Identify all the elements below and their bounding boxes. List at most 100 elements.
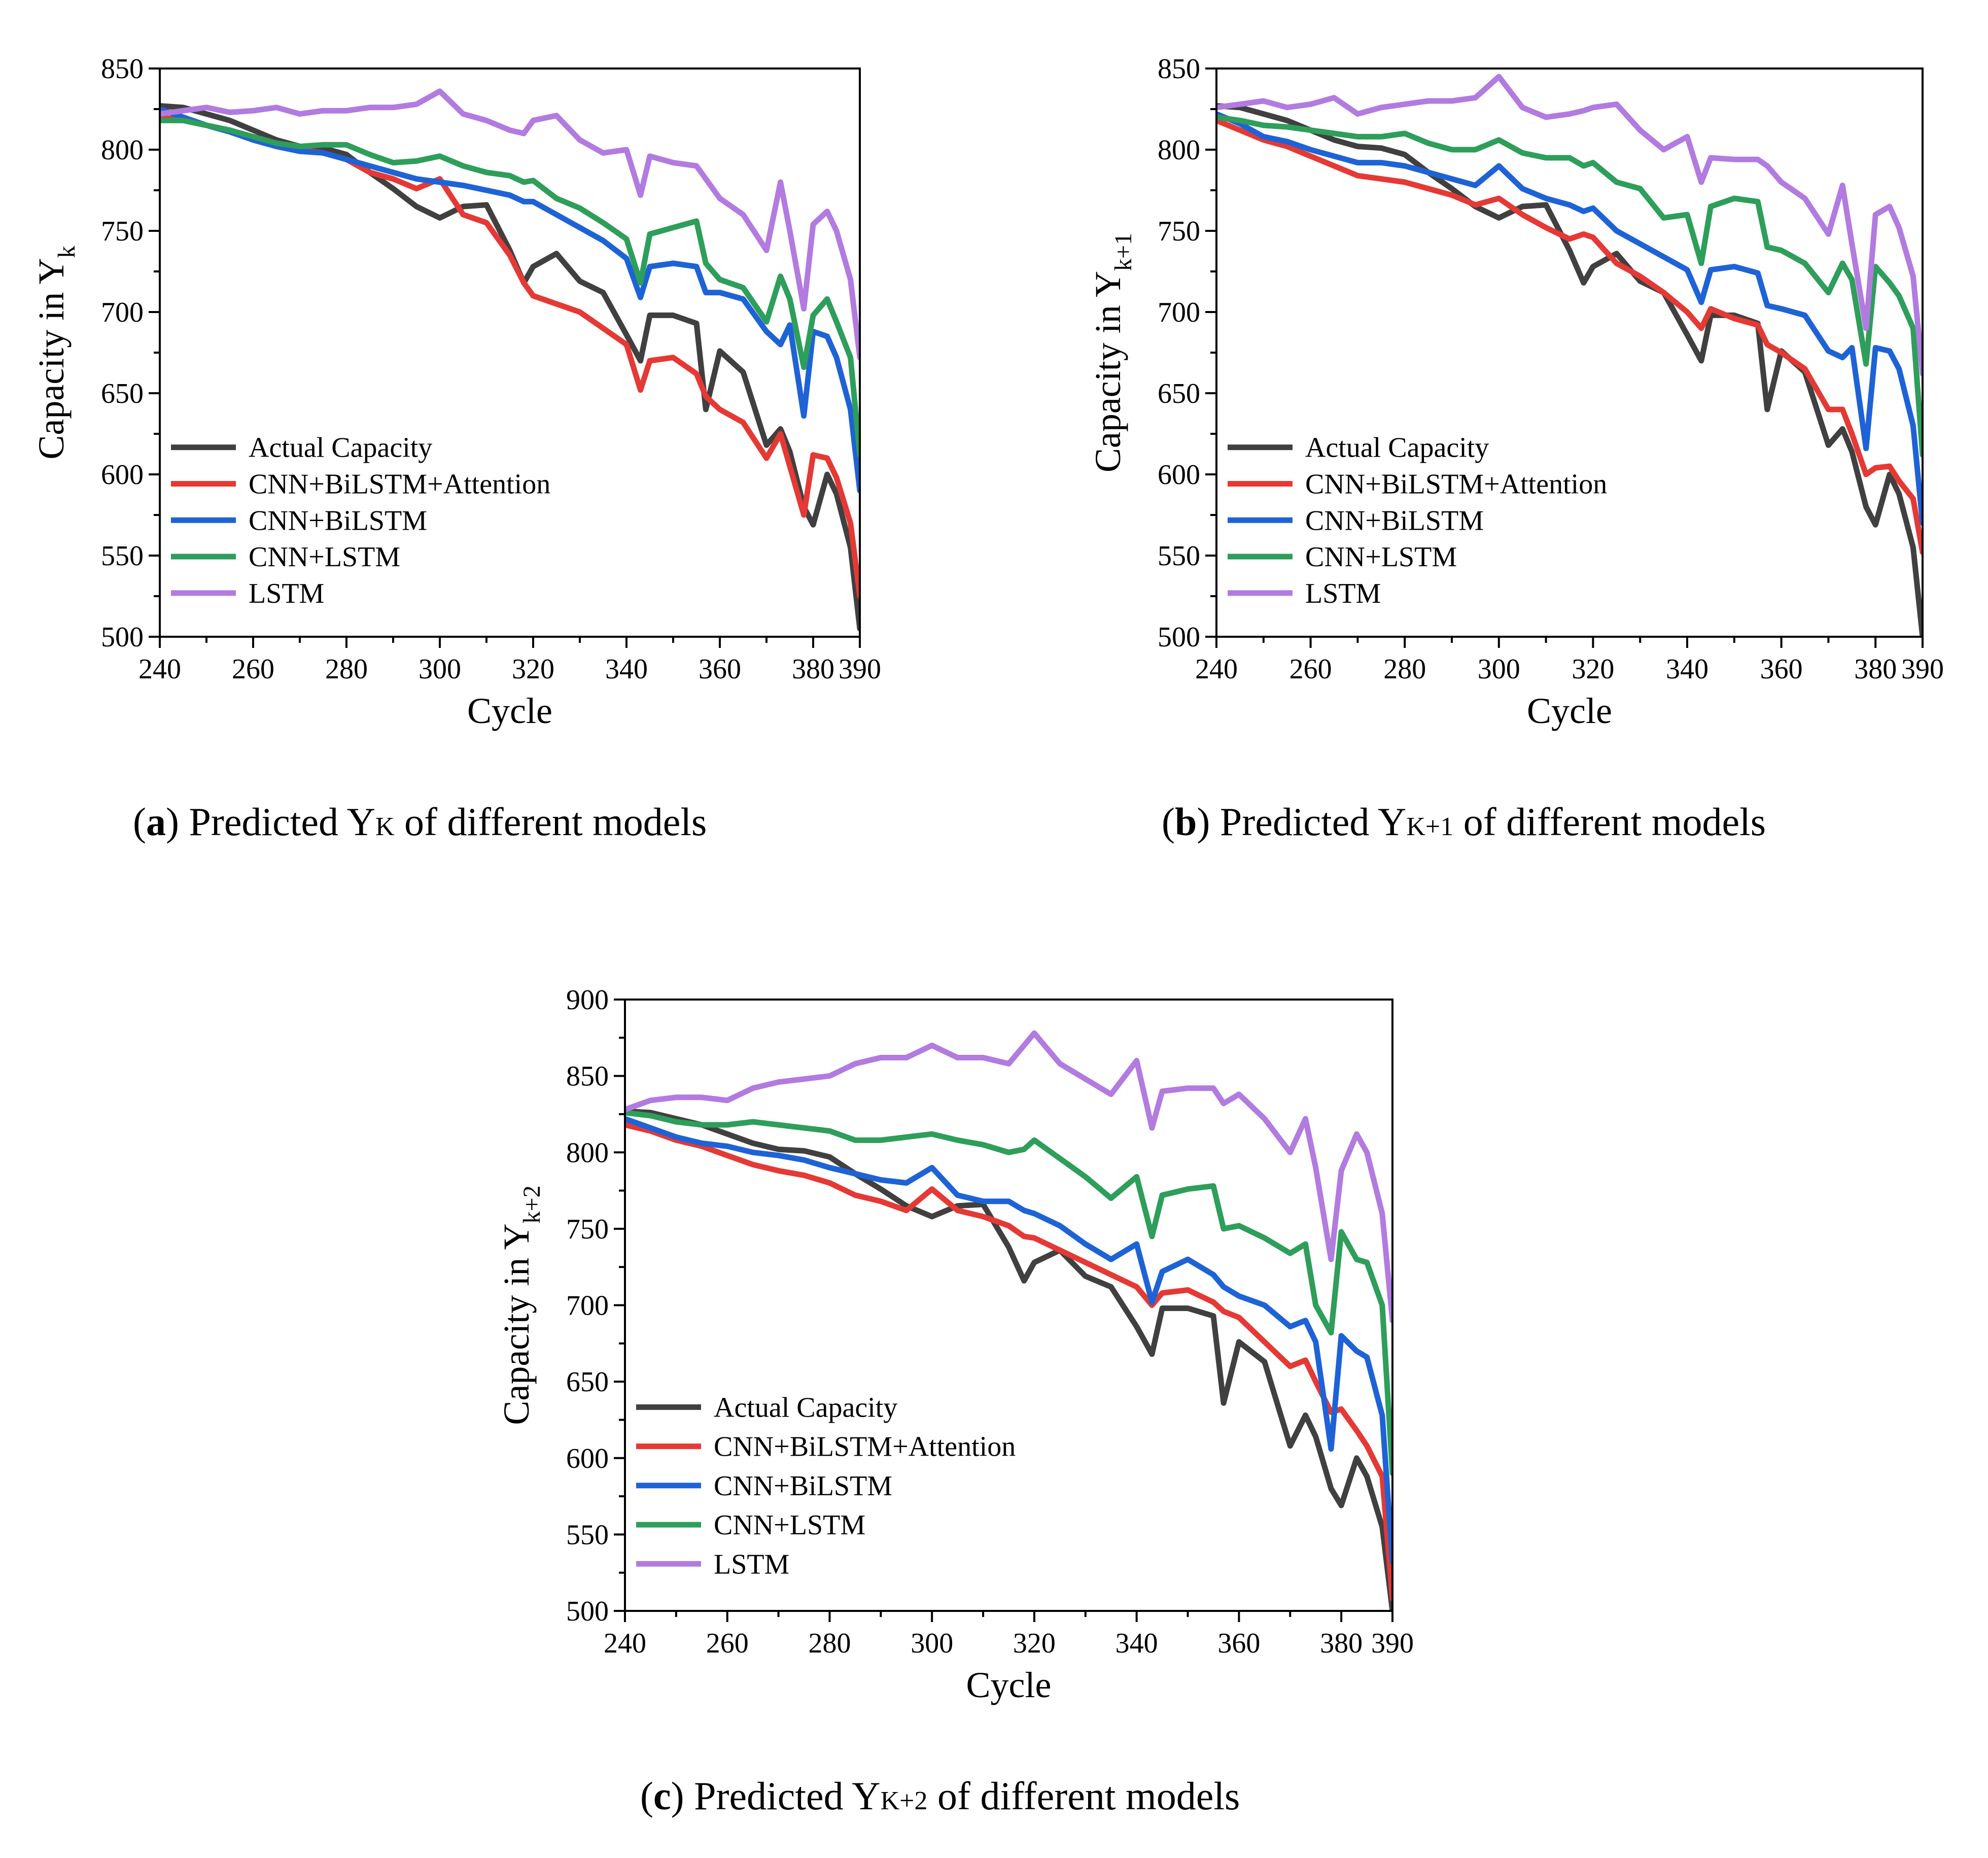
caption-subscript: K+2: [880, 1786, 928, 1815]
x-tick-label: 280: [808, 1628, 851, 1659]
y-tick-label: 600: [1158, 459, 1200, 491]
legend-item: CNN+BiLSTM+Attention: [171, 468, 550, 500]
y-tick-label: 800: [566, 1137, 609, 1168]
x-tick-label: 340: [605, 653, 648, 685]
y-tick-label: 550: [101, 540, 144, 572]
legend-label: LSTM: [1305, 578, 1381, 609]
y-tick-label: 550: [566, 1519, 609, 1551]
legend-item: CNN+BiLSTM: [171, 505, 427, 536]
plot-area: [160, 88, 860, 632]
series-line: [625, 1110, 1392, 1476]
series-line: [1216, 74, 1923, 377]
legend-item: LSTM: [636, 1549, 789, 1580]
y-tick-label: 900: [566, 984, 609, 1016]
y-axis-title: Capacity in Yk+2: [496, 1185, 545, 1425]
legend-label: CNN+BiLSTM: [249, 505, 427, 536]
series-line: [160, 88, 860, 361]
legend: Actual Capacity CNN+BiLSTM+Attention CNN+B…: [636, 1392, 1016, 1580]
caption-c: (c) Predicted YK+2 of different models: [640, 1774, 1240, 1818]
x-tick-label: 240: [604, 1628, 646, 1659]
x-tick-label: 380: [1854, 653, 1897, 685]
y-axis-title-subscript: k: [53, 246, 80, 258]
series-line: [160, 117, 860, 458]
x-tick-label: 300: [1478, 653, 1520, 685]
x-tick-label: 340: [1115, 1628, 1158, 1659]
y-tick-label: 600: [566, 1443, 609, 1474]
legend-label: CNN+LSTM: [714, 1509, 865, 1541]
y-tick-label: 650: [566, 1366, 609, 1398]
x-tick-label: 390: [1901, 653, 1944, 685]
legend-label: Actual Capacity: [249, 432, 432, 464]
series-line: [625, 1108, 1392, 1611]
legend-label: CNN+BiLSTM: [714, 1470, 892, 1502]
x-tick-label: 260: [232, 653, 274, 685]
x-axis-title: Cycle: [467, 691, 552, 731]
caption-a: (a) Predicted YK of different models: [133, 800, 707, 844]
legend-label: Actual Capacity: [1305, 432, 1489, 464]
x-tick-label: 320: [1572, 653, 1614, 685]
x-tick-label: 390: [839, 653, 881, 685]
y-tick-label: 500: [566, 1596, 609, 1627]
x-axis-title: Cycle: [966, 1665, 1052, 1705]
x-tick-label: 260: [1289, 653, 1332, 685]
legend-label: CNN+BiLSTM+Attention: [1305, 468, 1607, 500]
y-tick-label: 850: [566, 1061, 609, 1092]
legend-label: LSTM: [714, 1549, 789, 1580]
x-tick-label: 240: [138, 653, 181, 685]
y-axis-title-subscript: k+1: [1110, 233, 1137, 271]
legend-item: CNN+BiLSTM+Attention: [1228, 468, 1607, 500]
caption-b: (b) Predicted YK+1 of different models: [1162, 800, 1766, 844]
y-tick-label: 550: [1158, 540, 1200, 572]
x-tick-label: 260: [706, 1628, 749, 1659]
plot-area: [1216, 74, 1923, 637]
plot-area: [625, 1030, 1392, 1611]
legend-item: LSTM: [1228, 578, 1381, 609]
y-tick-label: 700: [101, 297, 144, 328]
legend-item: CNN+LSTM: [636, 1509, 865, 1541]
y-tick-label: 850: [101, 53, 144, 85]
series-line: [1216, 111, 1923, 526]
legend-label: Actual Capacity: [714, 1392, 897, 1423]
y-tick-label: 800: [1158, 134, 1200, 166]
x-axis-title: Cycle: [1527, 691, 1612, 731]
legend-label: CNN+BiLSTM: [1305, 505, 1484, 536]
x-tick-label: 300: [418, 653, 461, 685]
y-tick-label: 850: [1158, 53, 1200, 85]
y-tick-label: 500: [1158, 622, 1200, 653]
y-tick-label: 800: [101, 134, 144, 166]
legend-item: Actual Capacity: [636, 1392, 897, 1423]
series-line: [160, 106, 860, 494]
series-line: [1216, 117, 1923, 556]
legend-item: CNN+BiLSTM+Attention: [636, 1431, 1016, 1463]
legend-label: CNN+LSTM: [1305, 541, 1457, 573]
series-line: [625, 1116, 1392, 1565]
legend-label: LSTM: [249, 578, 324, 609]
x-tick-label: 380: [1320, 1628, 1363, 1659]
y-tick-label: 750: [101, 216, 144, 247]
y-axis-title-main: Capacity in Y: [496, 1223, 537, 1425]
legend-item: CNN+BiLSTM: [636, 1470, 892, 1502]
caption-text: of different models: [394, 800, 707, 844]
chart-a: 240 260 280 300 320 340 360 380 390 500 550 600 650 7…: [31, 53, 881, 731]
caption-subscript: K+1: [1406, 812, 1454, 841]
legend: Actual Capacity CNN+BiLSTM+Attention CNN+B…: [171, 432, 550, 609]
x-tick-label: 360: [699, 653, 741, 685]
y-axis-title: Capacity in Yk: [31, 246, 80, 459]
legend-item: Actual Capacity: [1228, 432, 1489, 464]
x-tick-label: 380: [792, 653, 834, 685]
series-line: [625, 1122, 1392, 1602]
x-tick-label: 280: [325, 653, 368, 685]
x-tick-label: 300: [911, 1628, 953, 1659]
chart-b: 240 260 280 300 320 340 360 380 390 500 550 600 650 7…: [1088, 53, 1944, 731]
x-tick-label: 280: [1383, 653, 1426, 685]
legend-item: Actual Capacity: [171, 432, 432, 464]
x-tick-label: 320: [1013, 1628, 1056, 1659]
series-line: [625, 1030, 1392, 1324]
caption-text: ) Predicted Y: [1197, 800, 1407, 844]
y-tick-label: 750: [1158, 216, 1200, 247]
caption-text: of different models: [1453, 800, 1766, 844]
x-tick-label: 320: [512, 653, 554, 685]
legend-item: LSTM: [171, 578, 324, 609]
legend-item: CNN+LSTM: [1228, 541, 1457, 573]
